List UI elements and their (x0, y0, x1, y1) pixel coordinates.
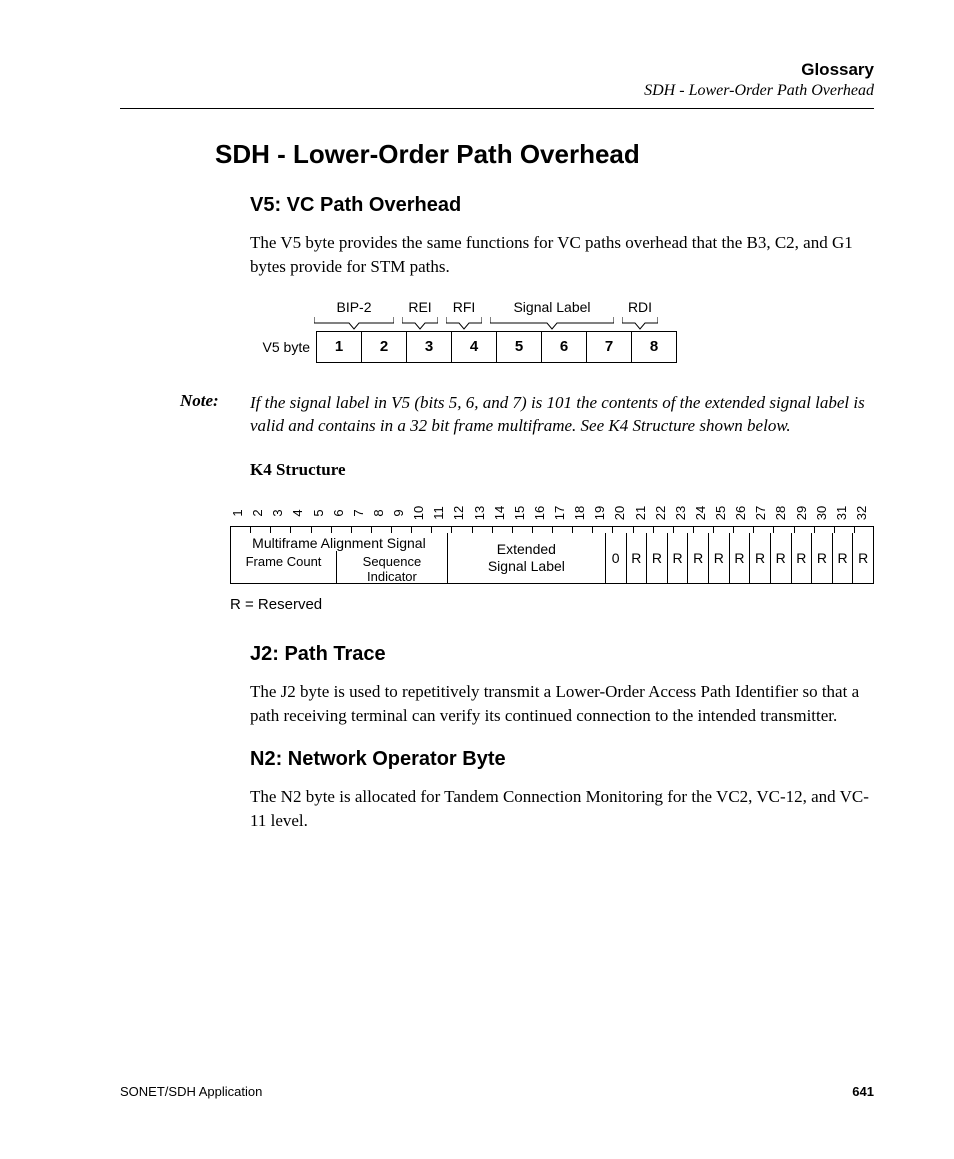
k4-bit-cell: R (812, 533, 833, 583)
k4-bit-cell: R (709, 533, 730, 583)
v5-bit-cell: 8 (632, 332, 676, 362)
v5-bit-label: REI (398, 299, 442, 331)
page-footer: SONET/SDH Application 641 (120, 1084, 874, 1099)
k4-bit-cell: R (833, 533, 854, 583)
footer-left: SONET/SDH Application (120, 1084, 262, 1099)
v5-heading: V5: VC Path Overhead (250, 194, 874, 217)
note-text: If the signal label in V5 (bits 5, 6, an… (250, 391, 874, 439)
k4-bit-cell: R (688, 533, 709, 583)
k4-structure-heading: K4 Structure (250, 460, 874, 480)
header-subtitle: SDH - Lower-Order Path Overhead (120, 82, 874, 100)
v5-bit-cell: 3 (407, 332, 452, 362)
v5-byte-diagram: BIP-2REIRFISignal LabelRDI V5 byte 12345… (250, 299, 874, 363)
k4-mas-block: Multiframe Alignment SignalFrame CountSe… (231, 533, 448, 583)
note-label: Note: (180, 391, 250, 439)
v5-text: The V5 byte provides the same functions … (250, 231, 874, 279)
k4-bit-cell: R (627, 533, 648, 583)
page-header: Glossary SDH - Lower-Order Path Overhead (120, 60, 874, 100)
k4-bit-cell: R (792, 533, 813, 583)
k4-bit-cell: 0 (606, 533, 627, 583)
n2-heading: N2: Network Operator Byte (250, 748, 874, 771)
j2-text: The J2 byte is used to repetitively tran… (250, 680, 874, 728)
k4-bit-cell: R (771, 533, 792, 583)
v5-bit-cell: 4 (452, 332, 497, 362)
footer-page-number: 641 (852, 1084, 874, 1099)
v5-bit-label: Signal Label (486, 299, 618, 331)
k4-bit-cell: R (730, 533, 751, 583)
v5-bit-cell: 6 (542, 332, 587, 362)
k4-bit-cell: R (853, 533, 873, 583)
v5-bit-label: RDI (618, 299, 662, 331)
note-block: Note: If the signal label in V5 (bits 5,… (180, 391, 874, 439)
n2-text: The N2 byte is allocated for Tandem Conn… (250, 785, 874, 833)
k4-legend: R = Reserved (230, 596, 874, 613)
v5-bit-label: BIP-2 (310, 299, 398, 331)
v5-bit-cell: 1 (317, 332, 362, 362)
v5-bit-cell: 2 (362, 332, 407, 362)
v5-bit-cell: 7 (587, 332, 632, 362)
v5-row-label: V5 byte (250, 339, 316, 355)
j2-heading: J2: Path Trace (250, 643, 874, 666)
header-title: Glossary (120, 60, 874, 80)
k4-bit-cell: R (668, 533, 689, 583)
main-heading: SDH - Lower-Order Path Overhead (215, 139, 874, 170)
k4-bit-number: 32 (851, 503, 877, 523)
header-rule (120, 108, 874, 109)
v5-bit-label: RFI (442, 299, 486, 331)
k4-bit-cell: R (647, 533, 668, 583)
k4-extended-signal-label: ExtendedSignal Label (448, 533, 606, 583)
k4-bit-cell: R (750, 533, 771, 583)
k4-structure-diagram: 1234567891011121314151617181920212223242… (230, 500, 874, 584)
v5-bit-cell: 5 (497, 332, 542, 362)
